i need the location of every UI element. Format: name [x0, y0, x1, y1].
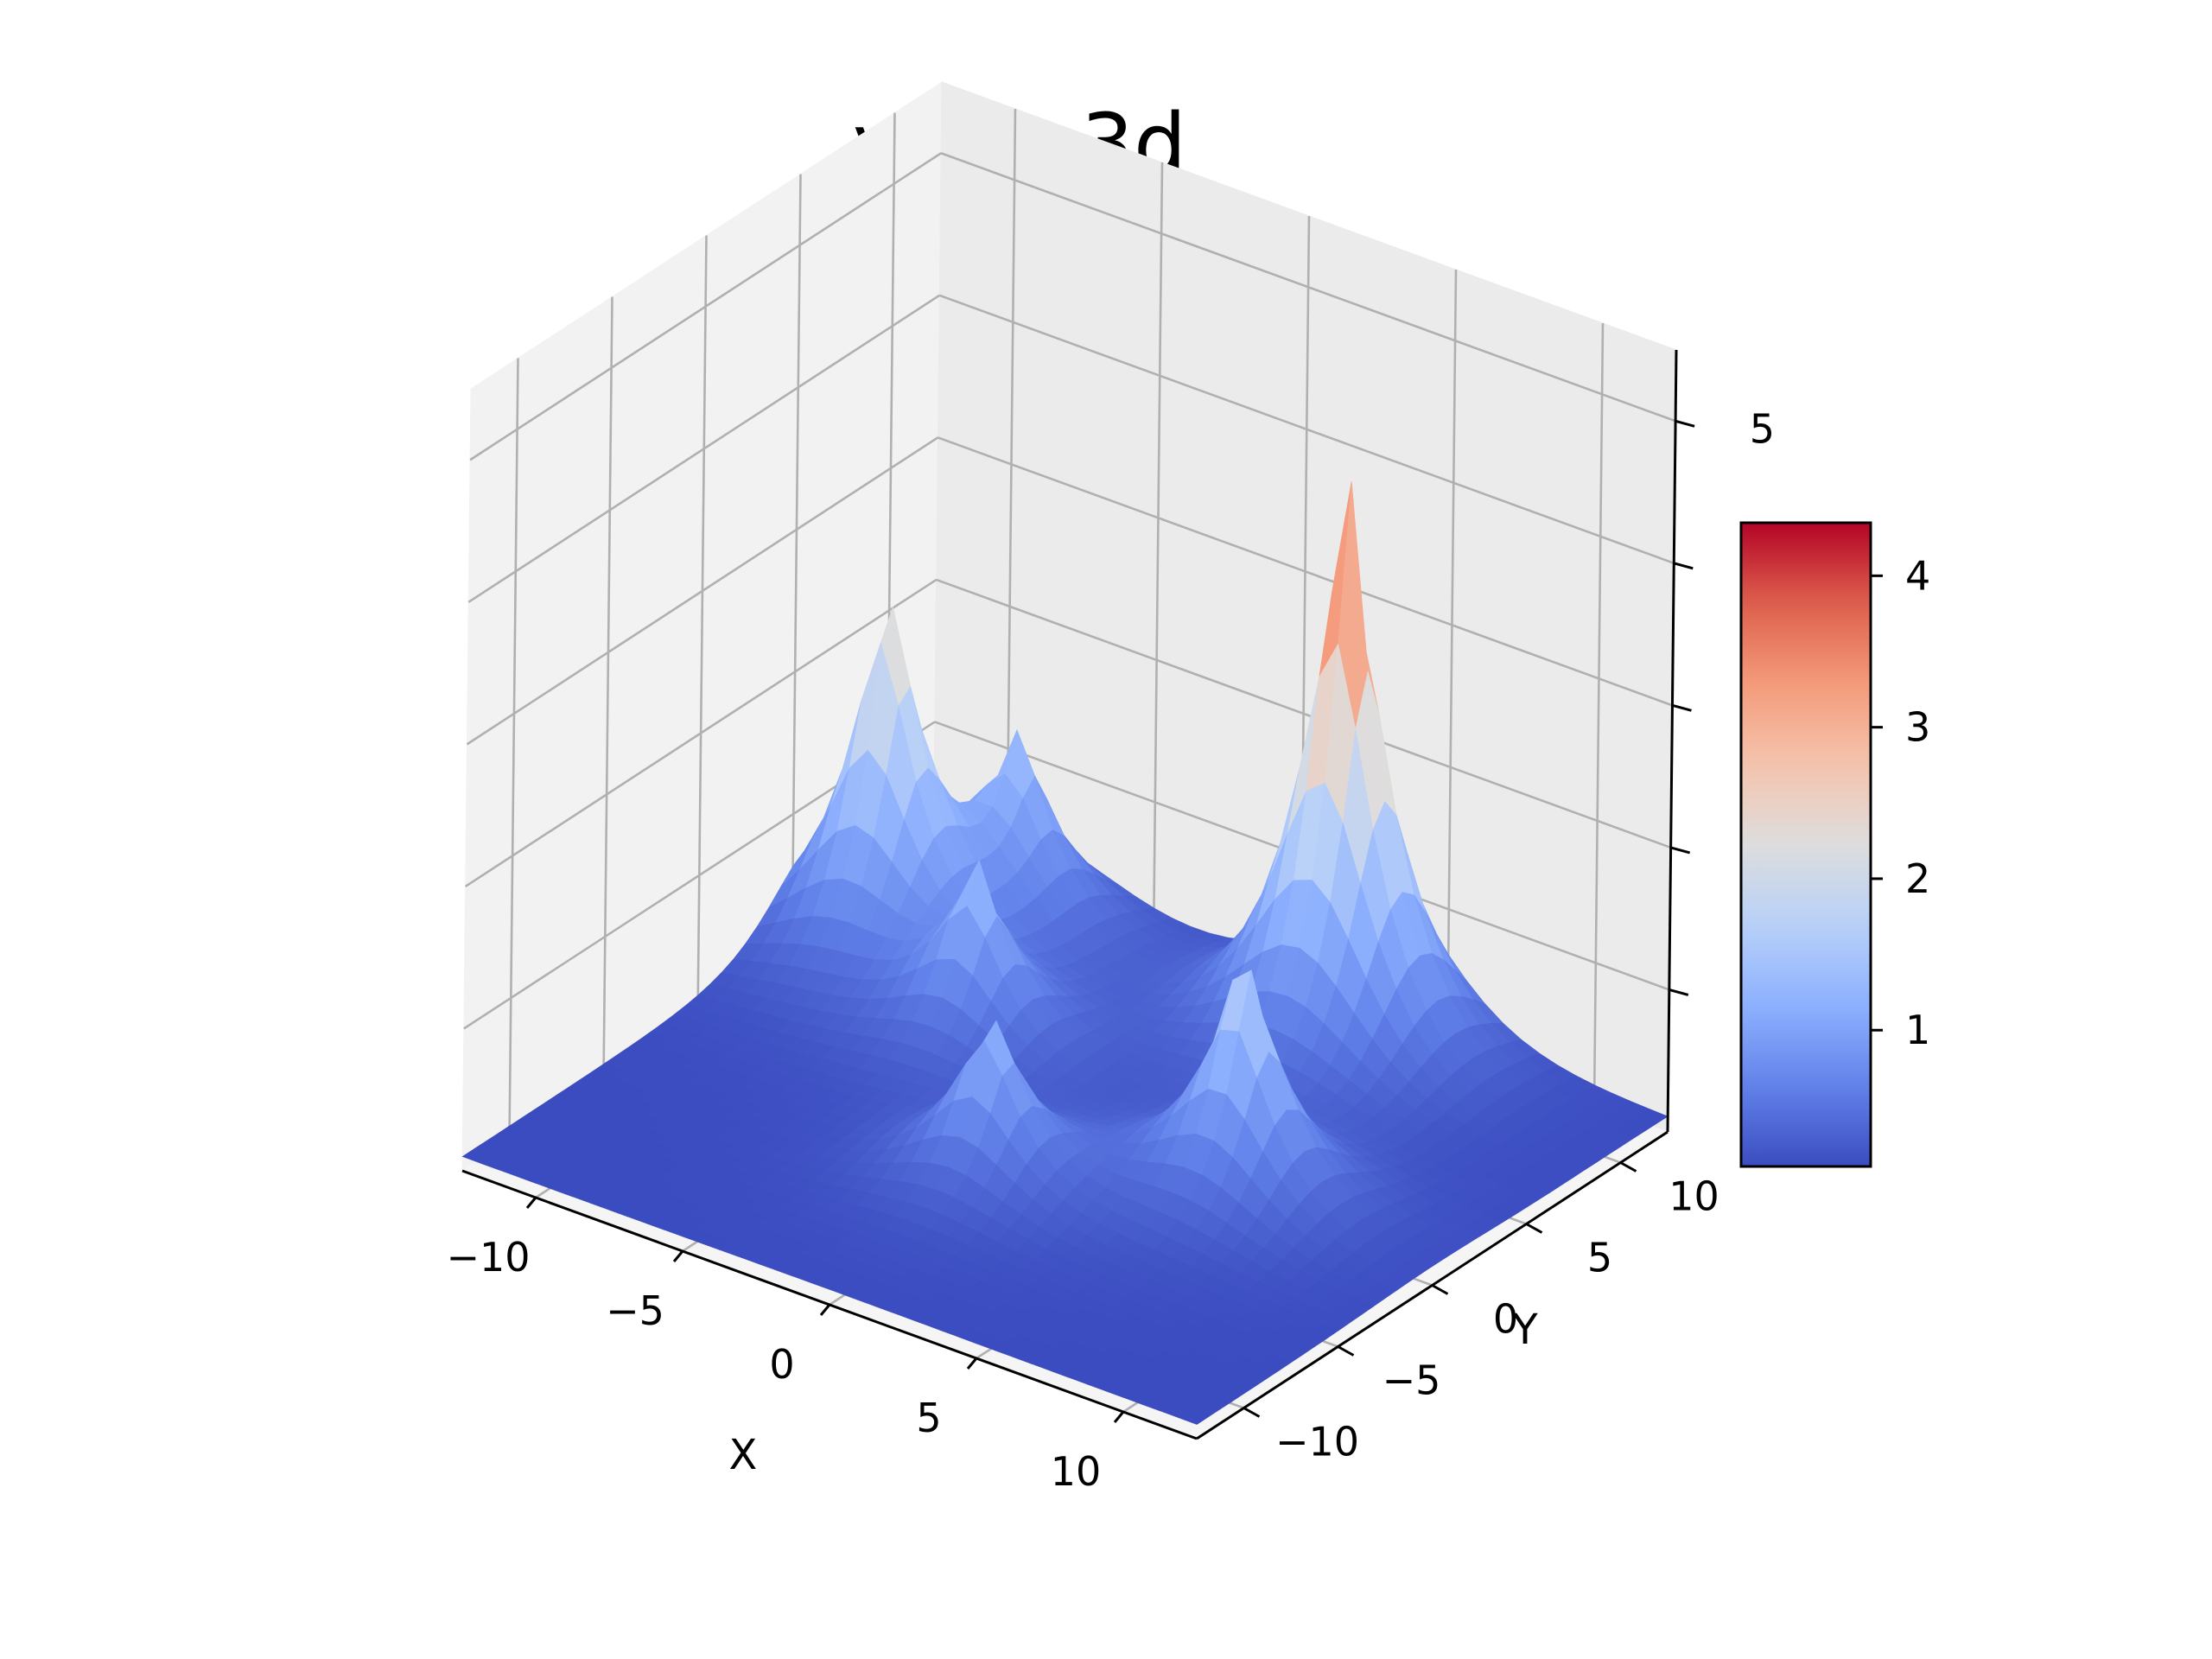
x-tick [525, 1197, 537, 1209]
grid-line-z-back [940, 152, 1676, 423]
z-tick [1670, 846, 1691, 855]
grid-line-x-back [1592, 322, 1605, 1106]
y-tick-label: −5 [1382, 1357, 1441, 1404]
colorbar-gradient [1741, 523, 1871, 1166]
y-tick-label: 10 [1669, 1173, 1719, 1220]
colorbar: 1 2 3 4 [1739, 521, 1930, 1168]
grid-line-z-back [936, 578, 1672, 849]
grid-line-y-left [791, 174, 802, 957]
z-tick [1675, 419, 1695, 428]
y-axis-label: Y [1511, 1306, 1538, 1354]
colorbar-tick-label: 3 [1905, 704, 1930, 751]
y-tick-label: 0 [1493, 1296, 1518, 1343]
grid-line-z-left [469, 152, 942, 461]
x-axis-label: X [729, 1431, 758, 1479]
x-tick-label: −5 [606, 1287, 664, 1334]
z-tick [1672, 703, 1692, 712]
colorbar-frame [1739, 521, 1872, 1168]
x-tick-label: 5 [916, 1395, 941, 1441]
grid-line-z-back [938, 436, 1673, 707]
y-tick [1337, 1345, 1355, 1357]
y-tick-label: 5 [1587, 1235, 1612, 1281]
grid-line-z-left [466, 436, 939, 746]
surface-mesh [461, 481, 1669, 1425]
x-tick [672, 1250, 684, 1262]
x-tick [819, 1304, 831, 1316]
y-tick [1243, 1407, 1261, 1418]
colorbar-tick-label: 4 [1905, 552, 1930, 599]
grid-line-y-left [508, 358, 519, 1141]
x-tick-label: 0 [769, 1341, 794, 1388]
surface-patch [1178, 1409, 1210, 1425]
x-tick-label: 10 [1051, 1448, 1102, 1495]
grid-line-y-left [602, 296, 613, 1079]
z-tick-label: 5 [1750, 405, 1775, 452]
grid-line-x-back [1152, 162, 1164, 945]
grid-line-z-left [467, 294, 940, 603]
colorbar-tick-label: 1 [1905, 1007, 1930, 1053]
y-tick-label: −10 [1275, 1419, 1359, 1465]
z-tick [1669, 988, 1689, 996]
grid-line-x-back [1446, 269, 1458, 1052]
x-tick [1113, 1411, 1125, 1423]
colorbar-tick-label: 2 [1905, 855, 1930, 902]
x-tick-label: −10 [446, 1234, 530, 1281]
grid-line-z-back [938, 294, 1675, 565]
y-tick [1525, 1223, 1543, 1234]
x-tick [966, 1357, 978, 1370]
y-tick [1431, 1284, 1449, 1295]
grid-line-z-left [464, 578, 938, 887]
y-tick [1619, 1161, 1637, 1173]
z-tick [1673, 562, 1694, 570]
grid-line-y-left [696, 235, 708, 1018]
z-axis-line [1666, 349, 1678, 1133]
